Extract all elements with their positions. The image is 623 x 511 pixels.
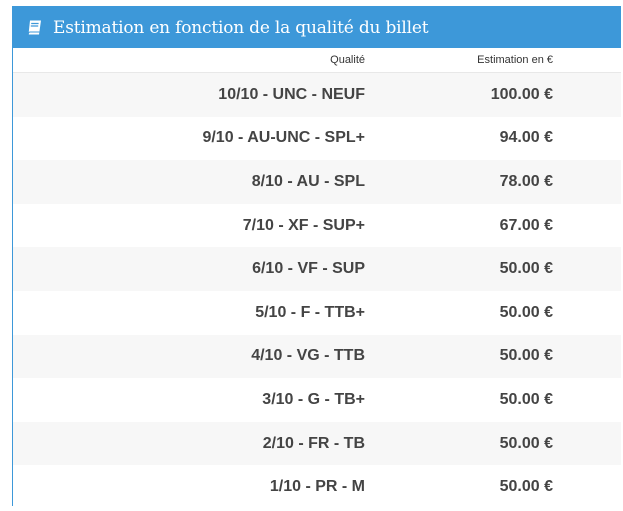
column-header-spacer — [553, 48, 621, 73]
table-row: 7/10 - XF - SUP+ 67.00 € — [13, 203, 621, 248]
table-row: 8/10 - AU - SPL 78.00 € — [13, 160, 621, 204]
spacer-cell — [553, 203, 621, 248]
spacer-cell — [553, 247, 621, 291]
quality-cell: 3/10 - G - TB+ — [13, 378, 365, 422]
table-header-row: Qualité Estimation en € — [13, 48, 621, 73]
table-row: 2/10 - FR - TB 50.00 € — [13, 421, 621, 466]
estimate-cell: 50.00 € — [365, 378, 553, 422]
quality-cell: 5/10 - F - TTB+ — [13, 290, 365, 335]
estimate-cell: 50.00 € — [365, 290, 553, 335]
quality-cell: 6/10 - VF - SUP — [13, 247, 365, 291]
quality-cell: 8/10 - AU - SPL — [13, 160, 365, 204]
panel-title: Estimation en fonction de la qualité du … — [53, 17, 429, 38]
column-header-estimate: Estimation en € — [365, 48, 553, 73]
spacer-cell — [553, 160, 621, 204]
spacer-cell — [553, 290, 621, 335]
estimate-cell: 67.00 € — [365, 203, 553, 248]
table-row: 3/10 - G - TB+ 50.00 € — [13, 378, 621, 422]
quality-cell: 7/10 - XF - SUP+ — [13, 203, 365, 248]
estimation-panel: Estimation en fonction de la qualité du … — [12, 6, 621, 509]
spacer-cell — [553, 334, 621, 379]
table-row: 10/10 - UNC - NEUF 100.00 € — [13, 72, 621, 117]
book-icon — [26, 18, 45, 37]
quality-cell: 2/10 - FR - TB — [13, 421, 365, 466]
estimation-table: Qualité Estimation en € 10/10 - UNC - NE… — [13, 48, 621, 509]
panel-header: Estimation en fonction de la qualité du … — [13, 7, 621, 48]
table-row: 9/10 - AU-UNC - SPL+ 94.00 € — [13, 116, 621, 161]
column-header-quality: Qualité — [13, 48, 365, 73]
table-row: 6/10 - VF - SUP 50.00 € — [13, 247, 621, 291]
spacer-cell — [553, 116, 621, 161]
estimate-cell: 94.00 € — [365, 116, 553, 161]
estimate-cell: 78.00 € — [365, 160, 553, 204]
estimate-cell: 50.00 € — [365, 465, 553, 509]
quality-cell: 1/10 - PR - M — [13, 465, 365, 509]
quality-cell: 9/10 - AU-UNC - SPL+ — [13, 116, 365, 161]
estimate-cell: 50.00 € — [365, 334, 553, 379]
spacer-cell — [553, 72, 621, 117]
quality-cell: 4/10 - VG - TTB — [13, 334, 365, 379]
spacer-cell — [553, 378, 621, 422]
spacer-cell — [553, 421, 621, 466]
table-row: 4/10 - VG - TTB 50.00 € — [13, 334, 621, 379]
table-row: 5/10 - F - TTB+ 50.00 € — [13, 290, 621, 335]
table-row: 1/10 - PR - M 50.00 € — [13, 465, 621, 509]
quality-cell: 10/10 - UNC - NEUF — [13, 72, 365, 117]
estimate-cell: 50.00 € — [365, 421, 553, 466]
spacer-cell — [553, 465, 621, 509]
estimate-cell: 100.00 € — [365, 72, 553, 117]
estimate-cell: 50.00 € — [365, 247, 553, 291]
